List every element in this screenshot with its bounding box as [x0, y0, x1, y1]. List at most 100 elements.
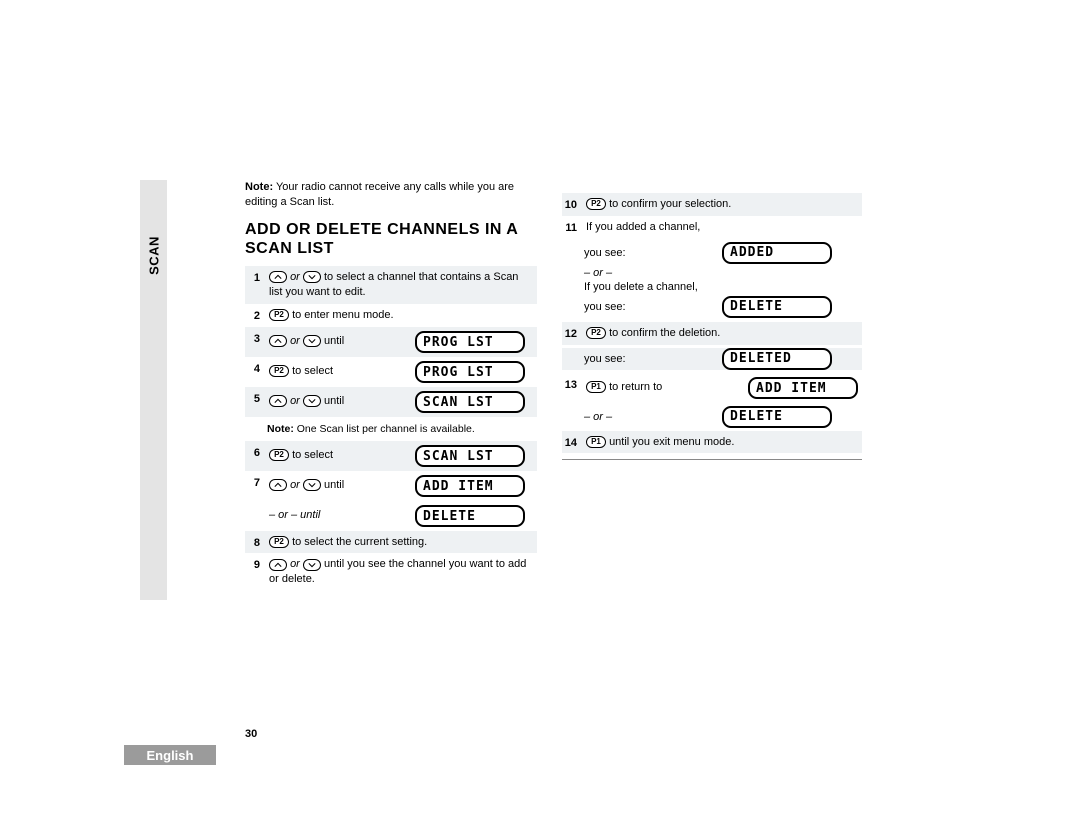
lcd-display: PROG LST: [415, 361, 525, 383]
mid-note: Note: One Scan list per channel is avail…: [245, 417, 537, 441]
section-heading: ADD OR DELETE CHANNELS IN A SCAN LIST: [245, 220, 537, 258]
step-12-text: to confirm the deletion.: [609, 327, 720, 339]
up-arrow-icon: [269, 559, 287, 571]
language-tab: English: [124, 745, 216, 765]
until-label: until: [324, 479, 344, 491]
step-13-or: – or – DELETE: [584, 406, 862, 428]
language-label: English: [147, 748, 194, 763]
step-num: 12: [562, 326, 580, 340]
or-divider: – or –: [584, 267, 862, 279]
step-4: 4 P2 to select PROG LST: [245, 357, 537, 387]
lcd-display: DELETE: [415, 505, 525, 527]
down-arrow-icon: [303, 271, 321, 283]
step-12: 12 P2 to confirm the deletion.: [562, 322, 862, 345]
step-7b: – or – until DELETE: [245, 501, 537, 531]
step-num: 2: [245, 308, 263, 322]
up-arrow-icon: [269, 271, 287, 283]
step-num: 5: [245, 391, 263, 405]
step-num: 7: [245, 475, 263, 489]
step-7: 7 or until ADD ITEM: [245, 471, 537, 501]
up-arrow-icon: [269, 395, 287, 407]
step-8-text: to select the current setting.: [292, 536, 427, 548]
section-rule: [562, 459, 862, 460]
lcd-display: ADD ITEM: [748, 377, 858, 399]
step-num: 4: [245, 361, 263, 375]
step-11-delete: you see: DELETE: [584, 296, 862, 318]
step-9: 9 or until you see the channel you want …: [245, 553, 537, 591]
step-num: 8: [245, 535, 263, 549]
lcd-display: SCAN LST: [415, 391, 525, 413]
until-label: until: [324, 395, 344, 407]
left-column: Note: Your radio cannot receive any call…: [245, 180, 537, 591]
step-num: 3: [245, 331, 263, 345]
step-3: 3 or until PROG LST: [245, 327, 537, 357]
step-1: 1 or to select a channel that contains a…: [245, 266, 537, 304]
lcd-display: DELETE: [722, 406, 832, 428]
step-num: 11: [562, 220, 580, 234]
step-10-text: to confirm your selection.: [609, 198, 731, 210]
lcd-display: ADDED: [722, 242, 832, 264]
step-num: 14: [562, 435, 580, 449]
or-label: or: [290, 479, 300, 491]
lcd-display: DELETE: [722, 296, 832, 318]
step-11: 11 If you added a channel,: [562, 216, 862, 239]
step-2: 2 P2 to enter menu mode.: [245, 304, 537, 327]
step-num: 10: [562, 197, 580, 211]
step-11-added: you see: ADDED: [584, 242, 862, 264]
step-13-text: to return to: [609, 381, 662, 393]
or-label: or: [290, 271, 300, 283]
you-see-label: you see:: [584, 301, 714, 313]
page-number: 30: [245, 728, 257, 740]
step-10: 10 P2 to confirm your selection.: [562, 193, 862, 216]
p1-button-icon: P1: [586, 381, 606, 393]
down-arrow-icon: [303, 559, 321, 571]
step-12-deleted: you see: DELETED: [562, 348, 862, 370]
p2-button-icon: P2: [586, 198, 606, 210]
step-8: 8 P2 to select the current setting.: [245, 531, 537, 554]
mid-note-text: One Scan list per channel is available.: [297, 423, 475, 435]
step-num: 6: [245, 445, 263, 459]
or-divider: – or –: [584, 411, 714, 423]
or-label: or: [290, 335, 300, 347]
step-14-text: until you exit menu mode.: [609, 436, 734, 448]
side-tab: SCAN: [140, 180, 167, 600]
down-arrow-icon: [303, 395, 321, 407]
lcd-display: DELETED: [722, 348, 832, 370]
step-13: 13 P1 to return to ADD ITEM: [562, 373, 862, 403]
you-see-label: you see:: [584, 353, 714, 365]
lcd-display: ADD ITEM: [415, 475, 525, 497]
step-num: 9: [245, 557, 263, 571]
step-num: 1: [245, 270, 263, 284]
or-label: or: [290, 558, 300, 570]
lcd-display: PROG LST: [415, 331, 525, 353]
step-5: 5 or until SCAN LST: [245, 387, 537, 417]
you-see-label: you see:: [584, 247, 714, 259]
down-arrow-icon: [303, 479, 321, 491]
p2-button-icon: P2: [269, 536, 289, 548]
lcd-display: SCAN LST: [415, 445, 525, 467]
top-note: Note: Your radio cannot receive any call…: [245, 180, 537, 210]
step-num: 13: [562, 377, 580, 391]
or-until-label: – or – until: [269, 508, 409, 523]
step-6: 6 P2 to select SCAN LST: [245, 441, 537, 471]
note-bold: Note:: [267, 423, 294, 435]
or-label: or: [290, 395, 300, 407]
step-4-text: to select: [292, 365, 333, 377]
step-6-text: to select: [292, 449, 333, 461]
step-11-text: If you added a channel,: [586, 220, 858, 235]
up-arrow-icon: [269, 479, 287, 491]
note-text: Your radio cannot receive any calls whil…: [245, 181, 514, 208]
p2-button-icon: P2: [586, 327, 606, 339]
p1-button-icon: P1: [586, 436, 606, 448]
step-2-text: to enter menu mode.: [292, 309, 394, 321]
p2-button-icon: P2: [269, 449, 289, 461]
up-arrow-icon: [269, 335, 287, 347]
note-bold: Note:: [245, 181, 273, 193]
down-arrow-icon: [303, 335, 321, 347]
side-tab-label: SCAN: [146, 236, 161, 275]
step-14: 14 P1 until you exit menu mode.: [562, 431, 862, 454]
right-column: 10 P2 to confirm your selection. 11 If y…: [562, 193, 862, 460]
until-label: until: [324, 335, 344, 347]
p2-button-icon: P2: [269, 365, 289, 377]
p2-button-icon: P2: [269, 309, 289, 321]
